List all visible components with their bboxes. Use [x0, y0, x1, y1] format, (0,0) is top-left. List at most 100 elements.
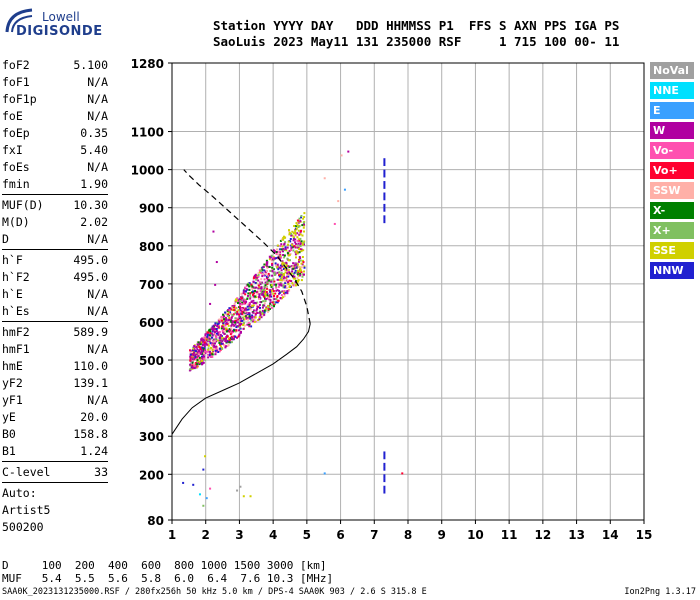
echo-point — [202, 504, 205, 507]
echo-point — [287, 265, 290, 268]
echo-point — [287, 269, 290, 271]
echo-point — [282, 272, 285, 275]
echo-point — [269, 301, 272, 304]
echo-point — [227, 330, 230, 332]
echo-point — [297, 229, 300, 232]
echo-point — [227, 311, 230, 314]
echo-point — [212, 338, 215, 341]
echo-point — [282, 274, 285, 277]
echo-point — [271, 288, 274, 291]
echo-point — [301, 275, 304, 278]
echo-point — [297, 273, 299, 276]
echo-point — [270, 284, 273, 287]
echo-point — [239, 485, 242, 488]
param-row: h`F 495.0 — [2, 252, 108, 269]
echo-point — [290, 280, 293, 283]
echo-point — [240, 303, 243, 306]
echo-point — [266, 281, 269, 284]
echo-point — [296, 236, 299, 239]
echo-point — [250, 319, 253, 322]
echo-point — [279, 283, 282, 286]
echo-point — [254, 302, 257, 305]
echo-point — [246, 296, 249, 299]
echo-point — [232, 321, 235, 323]
echo-point — [284, 291, 287, 294]
echo-point — [223, 344, 226, 347]
echo-point — [246, 317, 249, 320]
echo-point — [246, 323, 249, 326]
echo-point — [299, 237, 302, 240]
y-tick-label: 80 — [147, 514, 164, 528]
echo-point — [287, 272, 290, 275]
auto-version: 500200 — [2, 520, 44, 534]
echo-point — [267, 279, 270, 282]
echo-point — [293, 267, 296, 270]
echo-point — [214, 283, 217, 286]
echo-point — [286, 272, 289, 275]
echo-point — [303, 212, 306, 215]
echo-point — [194, 349, 196, 352]
x-tick-label: 3 — [235, 528, 243, 542]
echo-point — [287, 275, 290, 278]
legend-entry: NoVal — [650, 62, 694, 79]
echo-point — [267, 308, 270, 311]
echo-point — [269, 299, 272, 302]
muf-row: MUF 5.4 5.5 5.6 5.8 6.0 6.4 7.6 10.3 [MH… — [2, 572, 334, 585]
param-key: h`Es — [2, 304, 30, 318]
echo-point — [209, 330, 212, 333]
echo-point — [295, 256, 297, 259]
echo-point — [215, 336, 218, 339]
echo-point — [261, 309, 264, 312]
y-tick-label: 400 — [139, 392, 164, 406]
echo-point — [248, 282, 251, 285]
echo-point — [238, 333, 241, 336]
echo-point — [281, 245, 284, 248]
echo-point — [278, 283, 281, 286]
echo-point — [223, 330, 226, 333]
echo-point — [213, 334, 216, 337]
echo-point — [293, 277, 295, 280]
echo-point — [289, 253, 292, 255]
polarization-legend: NoVal NNE E W Vo- Vo+ SSW X- X+ SSE NNW — [650, 62, 694, 282]
echo-point — [252, 318, 255, 321]
echo-point — [237, 309, 240, 312]
echo-point — [203, 336, 206, 339]
echo-point — [280, 294, 283, 297]
echo-point — [251, 287, 254, 290]
echo-point — [281, 297, 284, 300]
param-row: fxI 5.40 — [2, 142, 108, 159]
echo-point — [231, 338, 234, 341]
echo-point — [209, 487, 212, 490]
echo-point — [222, 326, 224, 329]
param-key: fmin — [2, 177, 30, 191]
echo-point — [294, 234, 297, 237]
echo-point — [282, 254, 285, 256]
echo-point — [259, 287, 262, 290]
echo-point — [252, 309, 255, 312]
echo-point — [273, 295, 275, 297]
echo-point — [282, 268, 285, 270]
echo-point — [254, 290, 256, 292]
echo-point — [243, 315, 246, 318]
echo-point — [281, 265, 284, 268]
echo-point — [191, 355, 194, 358]
echo-point — [248, 315, 251, 318]
echo-point — [292, 275, 295, 277]
echo-point — [226, 340, 229, 343]
echo-point — [209, 342, 212, 345]
echo-point — [227, 309, 230, 311]
echo-point — [252, 293, 254, 296]
param-row: foF2 5.100 — [2, 57, 108, 74]
param-row: foF1 N/A — [2, 74, 108, 91]
param-row: MUF(D) 10.30 — [2, 197, 108, 214]
echo-point — [280, 256, 283, 259]
echo-point — [198, 353, 200, 356]
echo-point — [269, 307, 271, 310]
echo-point — [265, 269, 268, 272]
echo-point — [244, 307, 247, 310]
echo-point — [195, 350, 198, 353]
echo-point — [298, 217, 301, 220]
echo-point — [246, 283, 249, 286]
echo-point — [270, 254, 273, 257]
echo-point — [279, 297, 282, 299]
